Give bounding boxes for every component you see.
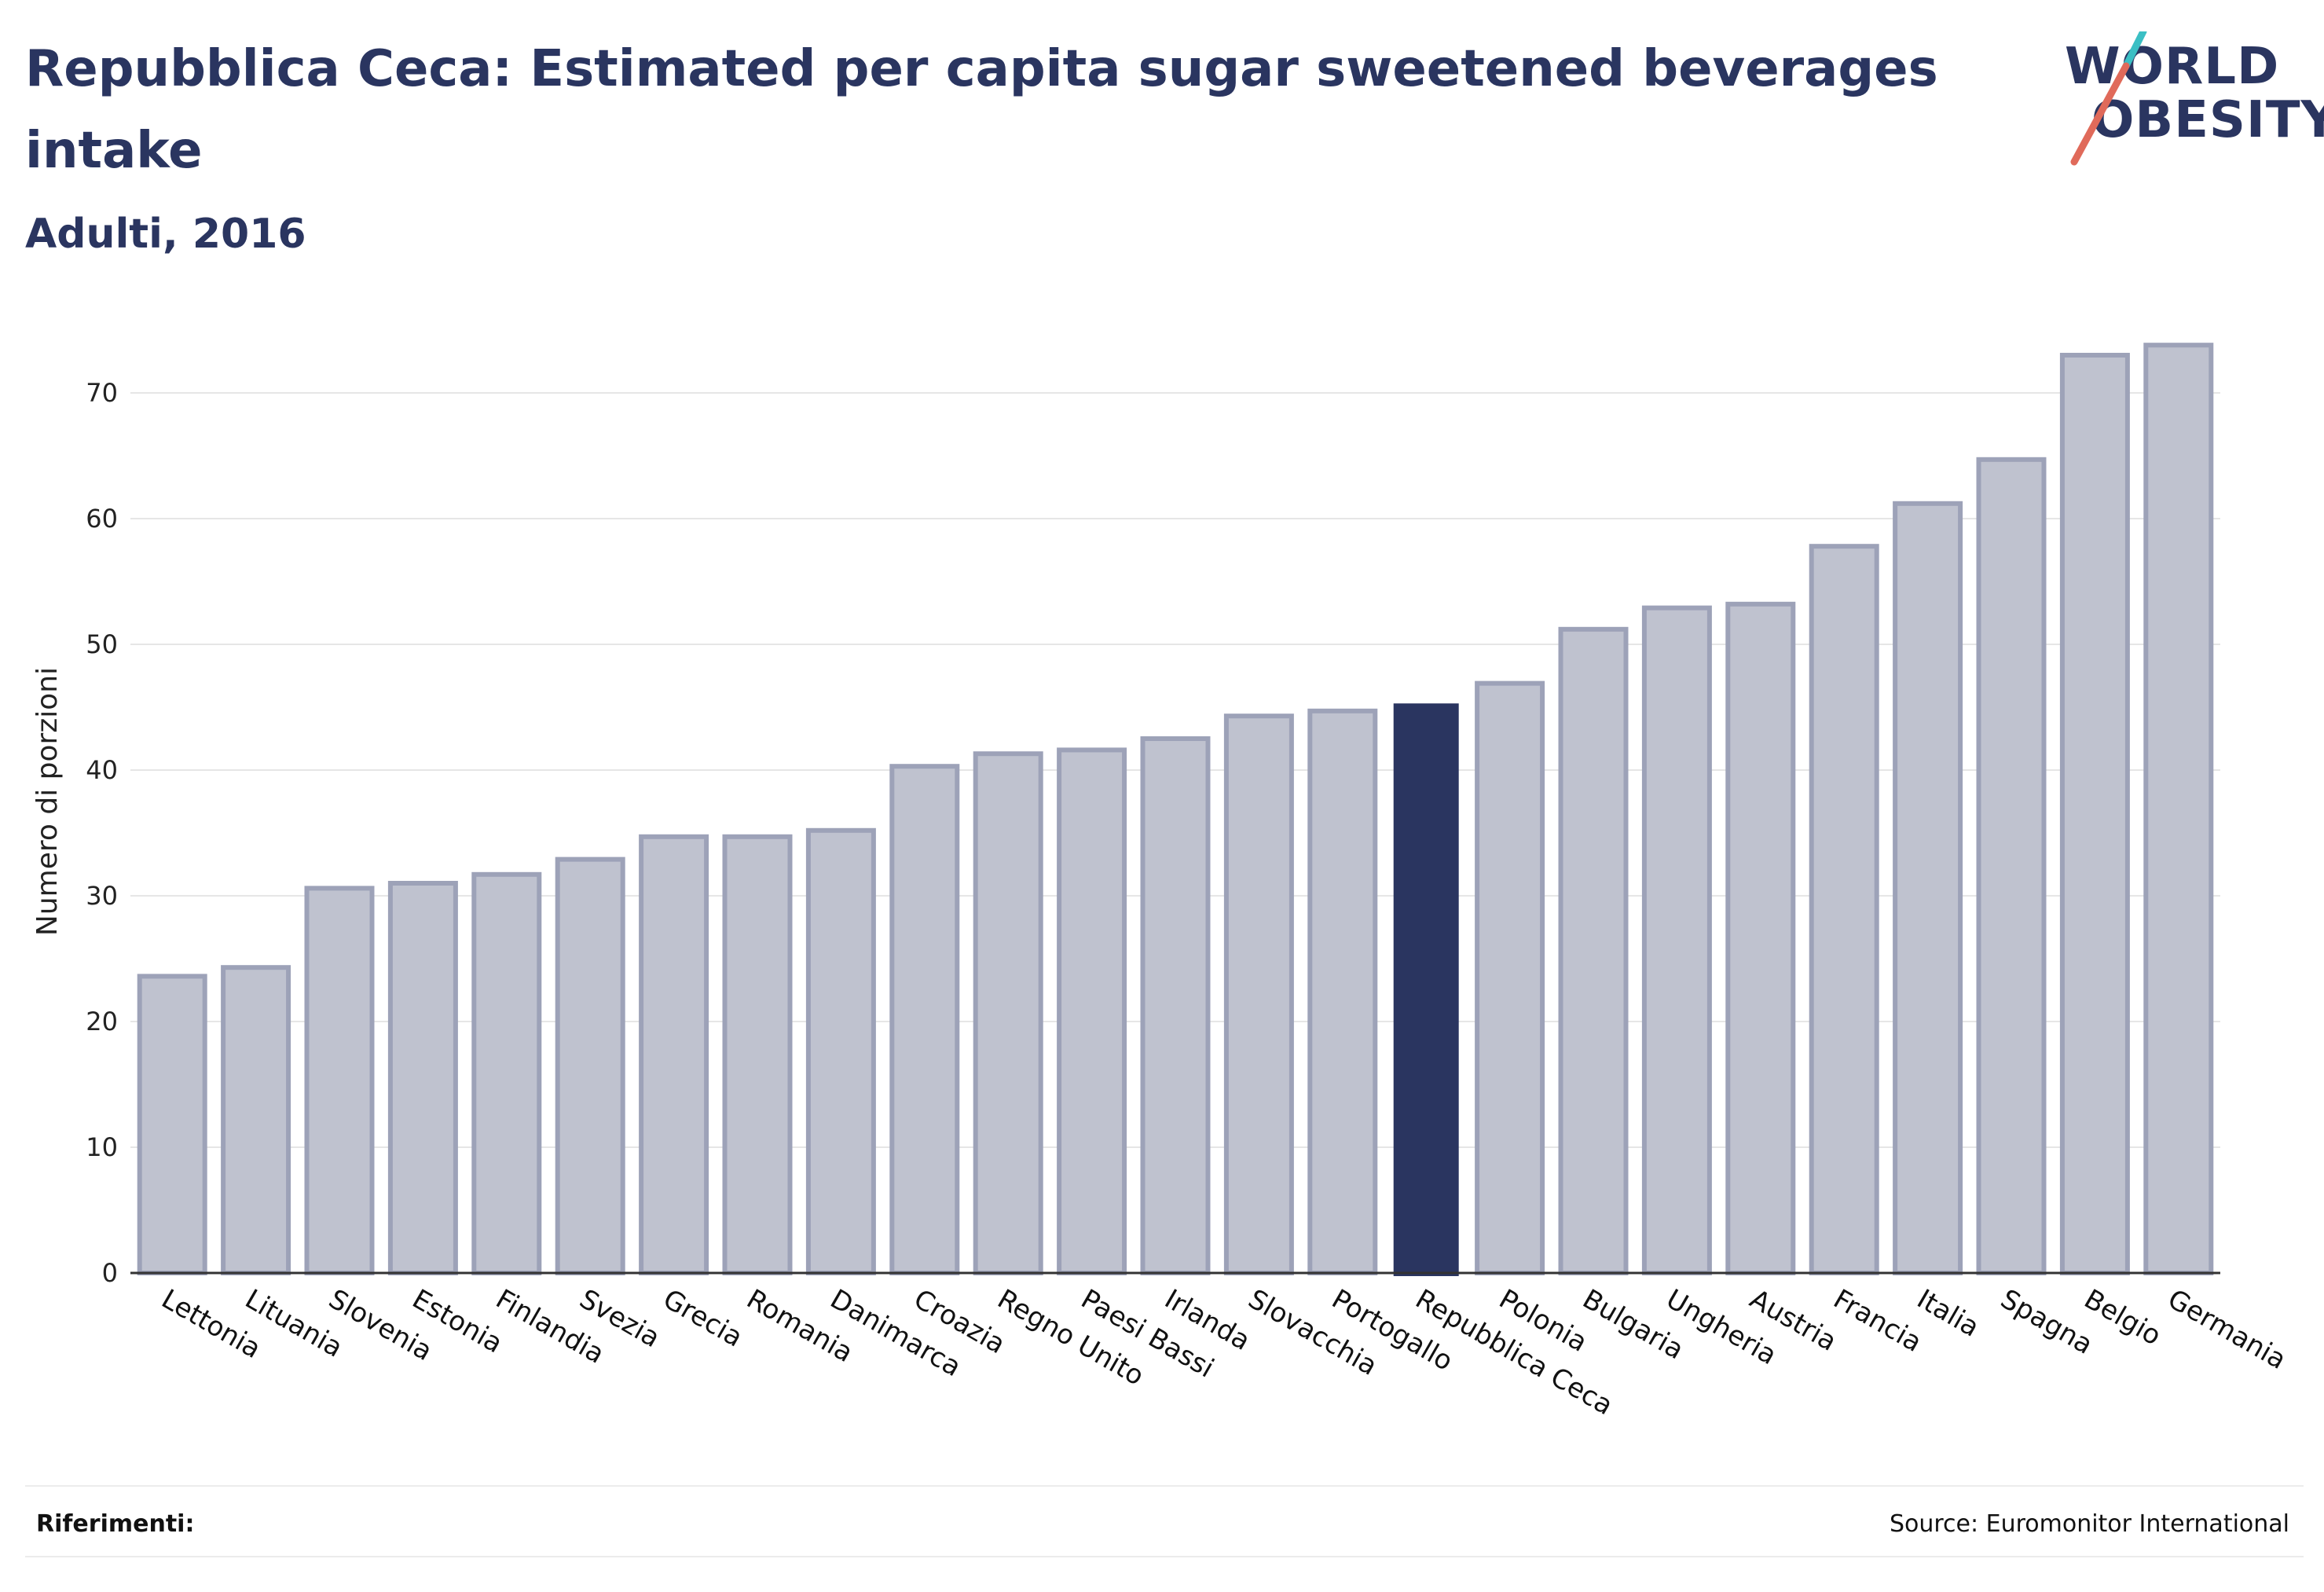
bar	[221, 965, 291, 1275]
bar	[1976, 457, 2047, 1275]
bar	[1558, 626, 1629, 1275]
bar	[1057, 747, 1127, 1275]
bar	[889, 764, 960, 1275]
y-tick-label: 10	[86, 1132, 118, 1162]
x-tick-label: Spagna	[1996, 1283, 2099, 1361]
bar	[1641, 605, 1712, 1276]
bar	[555, 857, 625, 1275]
bar	[805, 827, 876, 1275]
x-tick-label: Francia	[1828, 1283, 1927, 1359]
bar	[2143, 343, 2214, 1276]
bar	[1140, 736, 1211, 1275]
bar	[304, 886, 375, 1276]
bar	[1893, 501, 1963, 1275]
footer-divider-bottom	[25, 1556, 2304, 1557]
logo-text-world: WORLD	[2065, 38, 2280, 96]
bar	[137, 974, 207, 1276]
bar	[722, 834, 793, 1275]
y-tick-label: 60	[86, 504, 118, 534]
source-text: Source: Euromonitor International	[1889, 1510, 2289, 1538]
bar	[1725, 601, 1796, 1275]
x-tick-label: Germania	[2162, 1283, 2291, 1376]
bar	[639, 834, 709, 1275]
y-tick-label: 50	[86, 629, 118, 659]
logo-text-obesity: OBESITY	[2091, 91, 2324, 149]
bar	[1307, 708, 1378, 1275]
bar	[387, 881, 458, 1275]
y-axis-label: Numero di porzioni	[31, 667, 64, 936]
x-tick-label: Grecia	[658, 1283, 748, 1353]
y-tick-label: 30	[86, 881, 118, 911]
bar	[973, 751, 1043, 1275]
chart-subtitle: Adulti, 2016	[25, 211, 306, 258]
bar-highlight	[1393, 703, 1459, 1276]
chart-title: Repubblica Ceca: Estimated per capita su…	[25, 40, 1938, 180]
world-obesity-logo: WORLD OBESITY	[2051, 31, 2324, 173]
references-label: Riferimenti:	[36, 1510, 195, 1538]
y-tick-label: 0	[102, 1258, 118, 1288]
logo-slash-icon	[2070, 31, 2147, 166]
y-tick-label: 20	[86, 1007, 118, 1036]
bar	[2059, 353, 2130, 1275]
bar	[1809, 544, 1879, 1275]
bar	[471, 871, 542, 1275]
bar	[1223, 713, 1294, 1275]
footer-divider-top	[25, 1485, 2304, 1487]
y-tick-label: 40	[86, 755, 118, 785]
bar	[1475, 680, 1545, 1276]
y-tick-label: 70	[86, 378, 118, 408]
